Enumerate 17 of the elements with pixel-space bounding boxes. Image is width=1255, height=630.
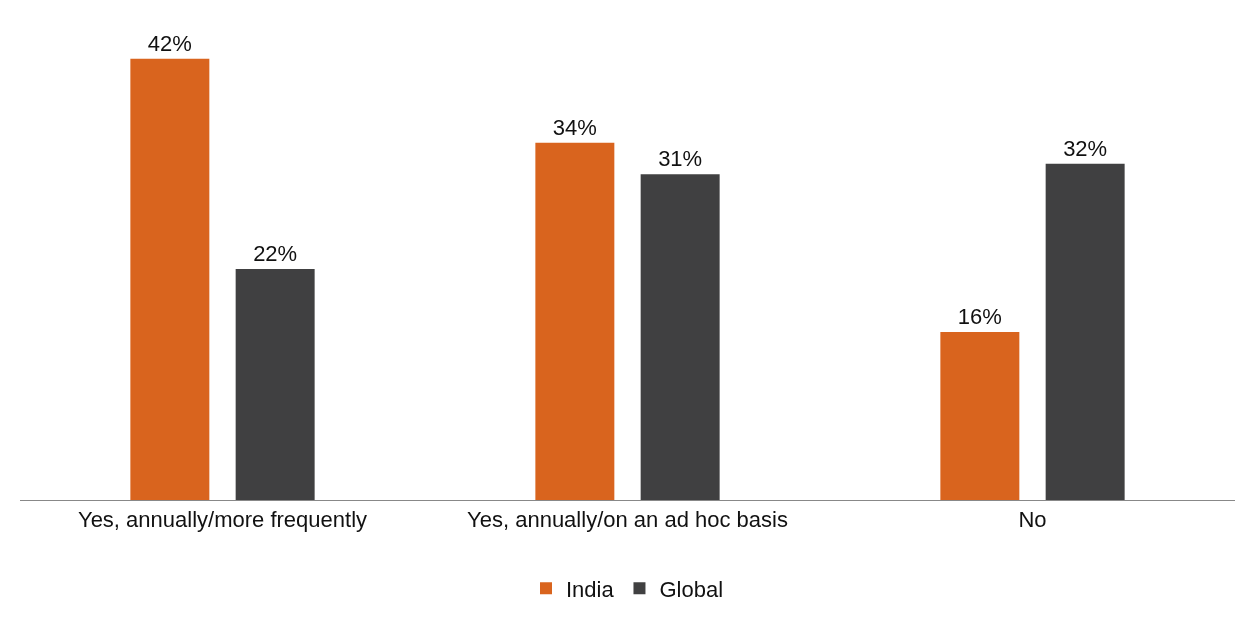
- bar: [535, 142, 615, 500]
- x-tick-label: No: [1018, 507, 1047, 533]
- x-tick-label: Yes, annually/on an ad hoc basis: [467, 507, 788, 533]
- data-label: 31%: [658, 146, 703, 172]
- bar: [1045, 163, 1125, 500]
- legend-label: India: [566, 576, 615, 602]
- bar: [235, 268, 315, 500]
- data-label: 34%: [552, 114, 597, 140]
- data-label: 22%: [253, 240, 298, 266]
- bar: [640, 174, 720, 500]
- bar: [940, 331, 1020, 500]
- data-label: 42%: [147, 30, 192, 56]
- x-tick-label: Yes, annually/more frequently: [77, 507, 368, 533]
- data-label: 16%: [957, 303, 1002, 329]
- legend-label: Global: [659, 576, 724, 602]
- bar: [130, 58, 210, 500]
- data-label: 32%: [1063, 135, 1108, 161]
